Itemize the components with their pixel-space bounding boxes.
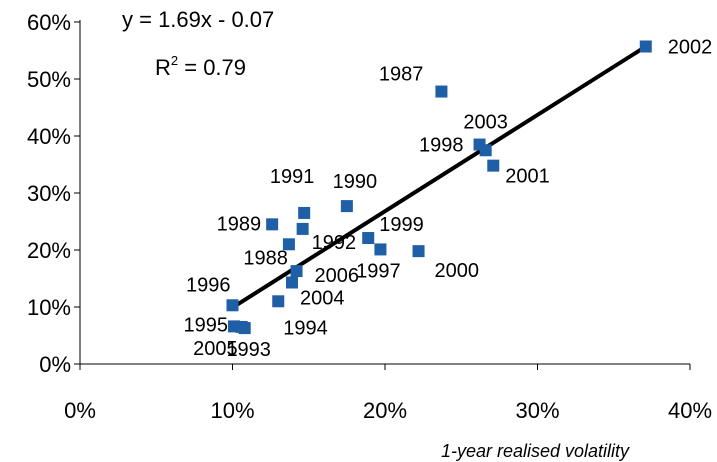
data-point-2000 [412,245,425,258]
point-label-1990: 1990 [333,171,378,193]
point-label-1995: 1995 [184,314,229,336]
point-label-1987: 1987 [379,64,424,86]
trendline [231,45,646,310]
point-label-1997: 1997 [356,260,401,282]
point-label-2006: 2006 [315,265,360,287]
point-label-1998: 1998 [419,135,464,157]
r-squared-annotation: R2 = 0.79 [155,53,246,80]
x-tick-label: 20% [363,398,407,423]
data-point-1996 [226,299,239,312]
point-label-1996: 1996 [186,274,231,296]
point-label-1991: 1991 [270,166,315,188]
point-labels: 1987 1988 1989 1990 1991 1992 1993 1994 1995 1996… [184,37,713,362]
point-label-2002: 2002 [668,37,713,59]
y-tick-labels: 0% 10% 20% 30% 40% 50% 60% [27,10,80,377]
x-axis-label: 1-year realised volatility [441,441,630,461]
data-point-1988 [282,238,295,251]
data-point-1990 [340,200,353,213]
point-label-1988: 1988 [243,247,288,269]
data-point-2002 [639,40,652,53]
point-label-2003: 2003 [463,111,508,133]
r-squared-superscript: 2 [171,53,178,68]
point-label-1994: 1994 [283,317,328,339]
data-point-2005 [235,320,248,333]
y-tick-label: 30% [27,181,71,206]
point-label-2000: 2000 [435,260,480,282]
y-tick-label: 40% [27,124,71,149]
r-squared-letter: R [155,55,171,80]
point-label-2004: 2004 [300,287,345,309]
x-tick-label: 40% [668,398,712,423]
data-points [226,40,652,335]
data-point-2003 [479,144,492,157]
point-label-1993: 1993 [226,339,271,361]
y-tick-label: 60% [27,10,71,35]
point-label-2001: 2001 [505,166,550,188]
x-tick-labels: 0% 10% 20% 30% 40% [64,364,712,423]
data-point-1992 [296,222,309,235]
point-label-2005: 2005 [193,338,238,360]
data-point-1997 [374,243,387,256]
trendline-group [231,45,646,310]
data-point-2004 [285,276,298,289]
y-tick-label: 10% [27,295,71,320]
point-label-1999: 1999 [379,214,424,236]
point-label-1992: 1992 [312,232,357,254]
regression-equation: y = 1.69x - 0.07 [122,7,274,32]
x-tick-label: 0% [64,398,96,423]
data-point-1987 [435,85,448,98]
data-point-1991 [298,206,311,219]
y-tick-label: 0% [39,352,71,377]
data-point-1994 [272,295,285,308]
y-tick-label: 20% [27,238,71,263]
data-point-2001 [487,159,500,172]
x-tick-label: 30% [515,398,559,423]
x-tick-label: 10% [210,398,254,423]
data-point-2006 [290,265,303,278]
r-squared-value: = 0.79 [178,55,246,80]
data-point-1999 [362,232,375,245]
y-tick-label: 50% [27,67,71,92]
point-label-1989: 1989 [217,213,262,235]
data-point-1989 [266,218,279,231]
